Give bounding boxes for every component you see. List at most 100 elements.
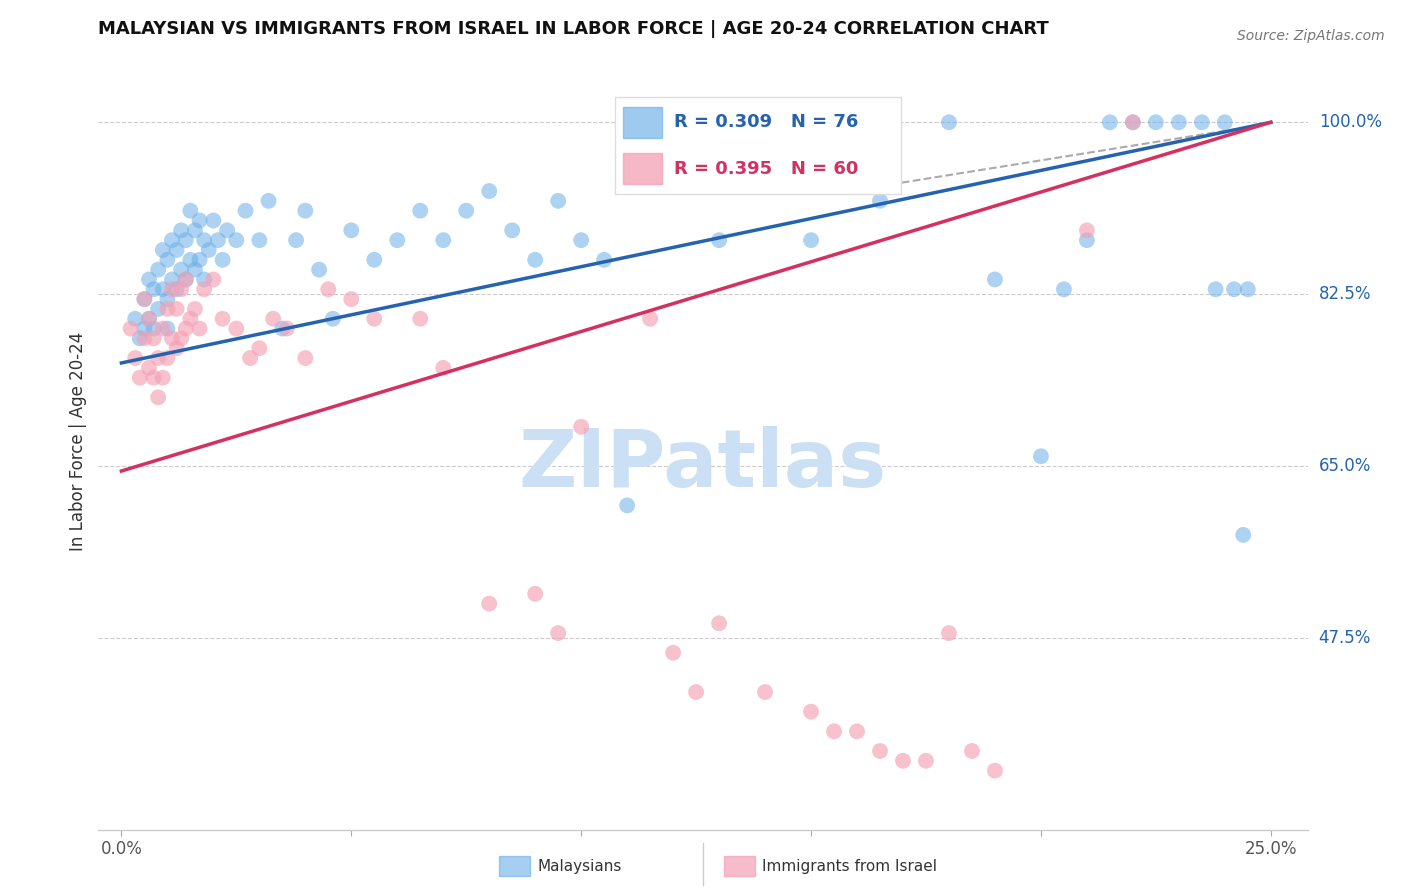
Point xyxy=(707,233,730,247)
Point xyxy=(166,243,188,257)
Point xyxy=(662,646,685,660)
Point xyxy=(193,282,215,296)
Point xyxy=(211,252,233,267)
Point xyxy=(262,311,284,326)
Point xyxy=(984,272,1007,286)
Bar xyxy=(623,107,662,137)
Point xyxy=(340,292,363,306)
Point xyxy=(202,272,225,286)
Text: 47.5%: 47.5% xyxy=(1319,629,1371,647)
Point xyxy=(184,301,207,316)
Point xyxy=(569,233,592,247)
Point xyxy=(340,223,363,237)
Point xyxy=(142,282,165,296)
Point xyxy=(156,321,179,335)
Point xyxy=(148,262,170,277)
Point xyxy=(179,203,201,218)
Point xyxy=(960,744,983,758)
Text: 100.0%: 100.0% xyxy=(1319,113,1382,131)
Point xyxy=(891,754,914,768)
Point xyxy=(170,262,193,277)
Point xyxy=(170,282,193,296)
Point xyxy=(308,262,330,277)
Point xyxy=(124,351,146,365)
Point xyxy=(432,233,454,247)
Point xyxy=(1205,282,1227,296)
Point xyxy=(152,282,174,296)
Text: R = 0.395   N = 60: R = 0.395 N = 60 xyxy=(673,160,858,178)
Point xyxy=(800,233,823,247)
Point xyxy=(363,252,385,267)
Point xyxy=(432,360,454,375)
Point xyxy=(166,282,188,296)
Text: Immigrants from Israel: Immigrants from Israel xyxy=(762,859,936,873)
Point xyxy=(138,272,160,286)
Point xyxy=(800,705,823,719)
Point xyxy=(142,331,165,345)
Point xyxy=(138,360,160,375)
Point xyxy=(166,341,188,355)
Point xyxy=(170,331,193,345)
Point xyxy=(128,370,150,384)
Text: MALAYSIAN VS IMMIGRANTS FROM ISRAEL IN LABOR FORCE | AGE 20-24 CORRELATION CHART: MALAYSIAN VS IMMIGRANTS FROM ISRAEL IN L… xyxy=(98,21,1049,38)
Point xyxy=(1213,115,1236,129)
Point xyxy=(148,390,170,404)
Point xyxy=(1191,115,1213,129)
Point xyxy=(501,223,523,237)
Point xyxy=(134,292,156,306)
Point xyxy=(134,321,156,335)
Point xyxy=(1076,233,1098,247)
Point xyxy=(174,233,197,247)
Point xyxy=(188,252,211,267)
Point xyxy=(616,499,638,513)
Point xyxy=(152,243,174,257)
Point xyxy=(1223,282,1246,296)
Point xyxy=(160,233,183,247)
Point xyxy=(754,685,776,699)
Point xyxy=(294,351,316,365)
Point xyxy=(166,301,188,316)
Point xyxy=(148,351,170,365)
Point xyxy=(1053,282,1076,296)
Point xyxy=(207,233,229,247)
Point xyxy=(1144,115,1167,129)
Point xyxy=(193,272,215,286)
Point xyxy=(138,311,160,326)
Point xyxy=(1232,528,1254,542)
Point xyxy=(235,203,257,218)
Point xyxy=(142,321,165,335)
Point xyxy=(217,223,239,237)
Point xyxy=(134,331,156,345)
Point xyxy=(184,223,207,237)
Point xyxy=(156,301,179,316)
Point xyxy=(160,272,183,286)
Point xyxy=(294,203,316,218)
Point xyxy=(409,311,432,326)
Point xyxy=(184,262,207,277)
Point xyxy=(285,233,308,247)
Point xyxy=(869,194,891,208)
Point xyxy=(120,321,142,335)
Point xyxy=(547,194,569,208)
Point xyxy=(846,724,869,739)
Point xyxy=(707,616,730,631)
Point xyxy=(225,233,247,247)
Text: 65.0%: 65.0% xyxy=(1319,457,1371,475)
Point xyxy=(1098,115,1121,129)
Point xyxy=(547,626,569,640)
Point xyxy=(156,351,179,365)
Point xyxy=(197,243,219,257)
Point xyxy=(1029,450,1052,464)
Point xyxy=(179,252,201,267)
Point xyxy=(160,331,183,345)
Point xyxy=(524,587,547,601)
Point xyxy=(569,419,592,434)
Point xyxy=(387,233,409,247)
Point xyxy=(593,252,616,267)
Point xyxy=(1167,115,1189,129)
Point xyxy=(257,194,280,208)
Point xyxy=(174,272,197,286)
Point xyxy=(1236,282,1258,296)
Point xyxy=(409,203,432,218)
Text: 82.5%: 82.5% xyxy=(1319,285,1371,303)
